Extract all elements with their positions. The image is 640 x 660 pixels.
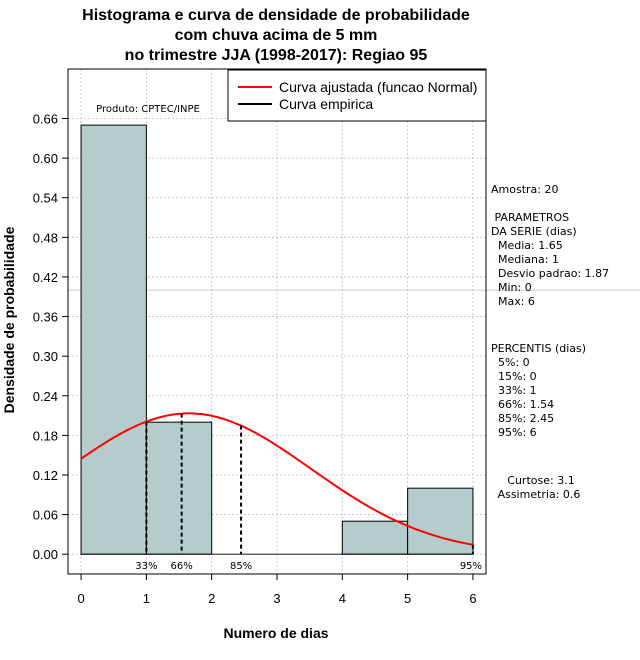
y-tick-label: 0.24 [33,389,58,404]
percentile-value: 66%: 1.54 [491,398,554,411]
histogram-bar [145,421,213,555]
series-parameter: Media: 1.65 [491,239,563,252]
chart-title: Histograma e curva de densidade de proba… [82,7,470,64]
x-tick-label: 5 [404,591,411,606]
series-parameter: Min: 0 [491,281,532,294]
percentile-value: PERCENTIS (dias) [491,342,586,355]
y-tick-label: 0.30 [33,349,58,364]
percentile-label: 95% [460,561,482,572]
series-parameter: Mediana: 1 [491,253,559,266]
percentile-value: 95%: 6 [491,426,537,439]
percentile-label: 66% [171,561,193,572]
normal-curve [80,412,474,546]
y-tick-label: 0.18 [33,428,58,443]
x-tick-label: 6 [469,591,476,606]
percentile-label: 33% [135,561,157,572]
series-parameter: Max: 6 [491,295,535,308]
y-tick-label: 0.48 [33,230,58,245]
y-axis: 0.00 0.06 0.12 0.18 0.24 0.30 0.36 0.42 0.48 0.54… [33,112,68,562]
series-parameter: PARAMETROS [491,211,569,224]
series-parameter: DA SERIE (dias) [491,225,577,238]
percentile-value: 85%: 2.45 [491,412,554,425]
legend-label: Curva ajustada (funcao Normal) [279,79,477,95]
legend: Curva ajustada (funcao Normal)Curva empi… [227,69,487,122]
x-tick-label: 1 [143,591,150,606]
chart-title-line: no trimestre JJA (1998-2017): Regiao 95 [125,47,428,64]
y-tick-label: 0.06 [33,508,58,523]
legend-label: Curva empirica [279,96,373,112]
histogram-bar [80,124,147,555]
normal-curve-line [80,412,474,546]
histogram-bar [341,520,409,555]
x-tick-label: 2 [208,591,215,606]
y-tick-label: 0.12 [33,468,58,483]
legend-box [227,69,487,122]
y-tick-label: 0.00 [33,547,58,562]
y-axis-label: Densidade de probabilidade [1,226,17,413]
percentile-value: 15%: 0 [491,370,537,383]
chart-title-line: Histograma e curva de densidade de proba… [82,7,470,24]
skewness-value: Assimetria: 0.6 [498,488,581,501]
sample-size: Amostra: 20 [491,183,558,196]
product-note: Produto: CPTEC/INPE [96,104,200,115]
x-tick-label: 4 [339,591,346,606]
y-tick-label: 0.42 [33,270,58,285]
histogram-bars [80,124,474,555]
y-tick-label: 0.66 [33,112,58,127]
chart-title-line: com chuva acima de 5 mm [175,27,378,44]
histogram-bar [407,487,474,555]
y-tick-label: 0.54 [33,191,58,206]
y-tick-label: 0.36 [33,310,58,325]
kurtosis-value: Curtose: 3.1 [507,474,574,487]
percentile-label: 85% [230,561,252,572]
x-axis: 0 1 2 3 4 5 6 [77,573,477,606]
percentile-value: 33%: 1 [491,384,537,397]
x-tick-label: 0 [77,591,84,606]
x-tick-label: 3 [273,591,280,606]
series-parameter: Desvio padrao: 1.87 [491,267,609,280]
x-axis-label: Numero de dias [223,625,328,641]
percentile-markers: 33% 66% 85% 95% [135,413,482,572]
y-tick-label: 0.60 [33,151,58,166]
percentile-value: 5%: 0 [491,356,530,369]
